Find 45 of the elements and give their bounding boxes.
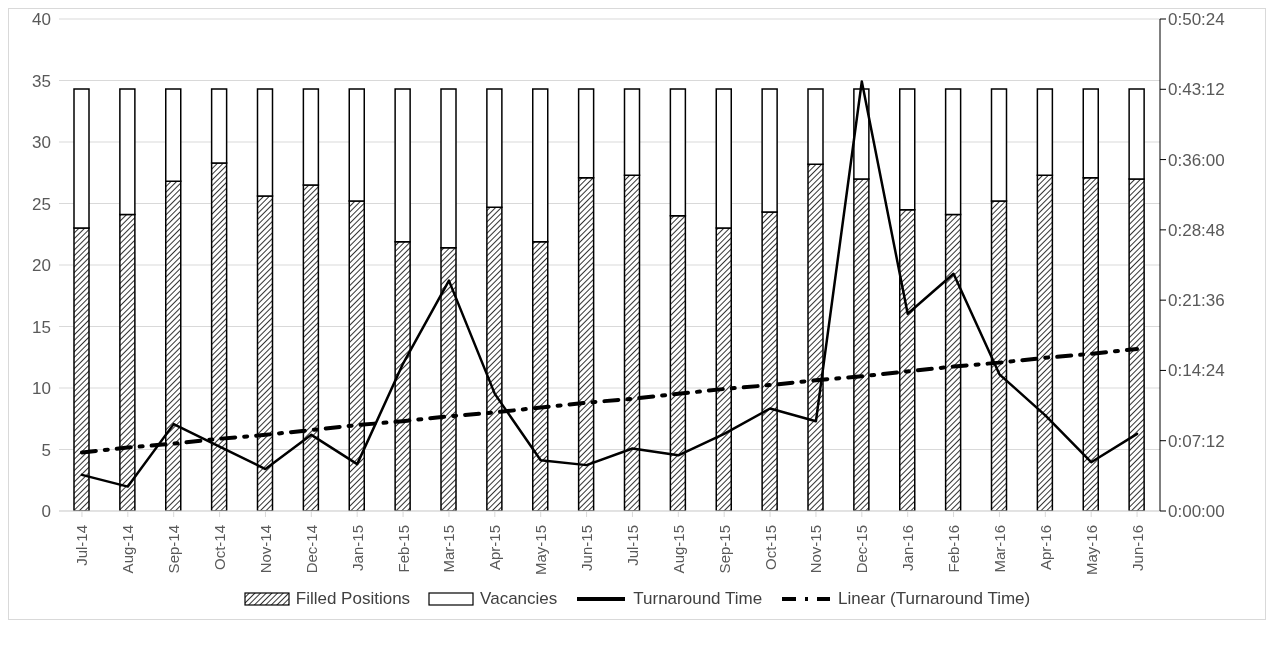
x-tick-label: Aug-15 — [669, 525, 687, 574]
x-tick-label: Jan-16 — [899, 525, 917, 571]
y2-tick-label: 0:43:12 — [1168, 80, 1225, 100]
x-tick-label: Jul-14 — [73, 525, 91, 566]
x-tick-label: Aug-14 — [119, 525, 137, 574]
y-tick-label: 0 — [41, 502, 51, 522]
x-tick-label: Oct-14 — [211, 525, 229, 571]
x-tick-label: Dec-14 — [302, 525, 320, 574]
y2-tick-label: 0:28:48 — [1168, 220, 1225, 240]
y2-tick-label: 0:14:24 — [1168, 361, 1225, 381]
x-tick-label: Oct-15 — [761, 525, 779, 571]
y2-tick-label: 0:50:24 — [1168, 10, 1225, 30]
legend-label: Turnaround Time — [633, 589, 763, 609]
x-tick-label: Jan-15 — [348, 525, 366, 571]
y-tick-label: 30 — [32, 133, 51, 153]
x-tick-label: Nov-15 — [807, 525, 825, 574]
x-tick-label: Apr-15 — [486, 525, 504, 571]
x-tick-label: Jun-15 — [578, 525, 596, 571]
y-tick-label: 40 — [32, 10, 51, 30]
y2-tick-label: 0:07:12 — [1168, 431, 1225, 451]
y-tick-label: 20 — [32, 256, 51, 276]
y-tick-label: 25 — [32, 194, 51, 214]
x-tick-label: Mar-15 — [440, 525, 458, 573]
x-tick-label: Feb-16 — [945, 525, 963, 573]
x-tick-label: Apr-16 — [1036, 525, 1054, 571]
x-tick-label: Nov-14 — [256, 525, 274, 574]
y2-tick-label: 0:00:00 — [1168, 502, 1225, 522]
x-tick-label: Sep-15 — [715, 525, 733, 574]
y2-tick-label: 0:21:36 — [1168, 291, 1225, 311]
legend-label: Filled Positions — [295, 589, 411, 609]
legend-label: Linear (Turnaround Time) — [838, 589, 1031, 609]
x-tick-label: Sep-14 — [165, 525, 183, 574]
y-tick-label: 15 — [32, 317, 51, 337]
x-tick-label: Jun-16 — [1128, 525, 1146, 571]
x-tick-label: May-16 — [1082, 525, 1100, 576]
x-tick-label: Mar-16 — [990, 525, 1008, 573]
y-tick-label: 35 — [32, 71, 51, 91]
x-tick-label: Dec-15 — [853, 525, 871, 574]
y-tick-label: 10 — [32, 379, 51, 399]
x-tick-label: May-15 — [532, 525, 550, 576]
y-tick-label: 5 — [41, 440, 51, 460]
x-tick-label: Jul-15 — [623, 525, 641, 566]
legend-label: Vacancies — [480, 589, 558, 609]
x-tick-label: Feb-15 — [394, 525, 412, 573]
y2-tick-label: 0:36:00 — [1168, 150, 1225, 170]
